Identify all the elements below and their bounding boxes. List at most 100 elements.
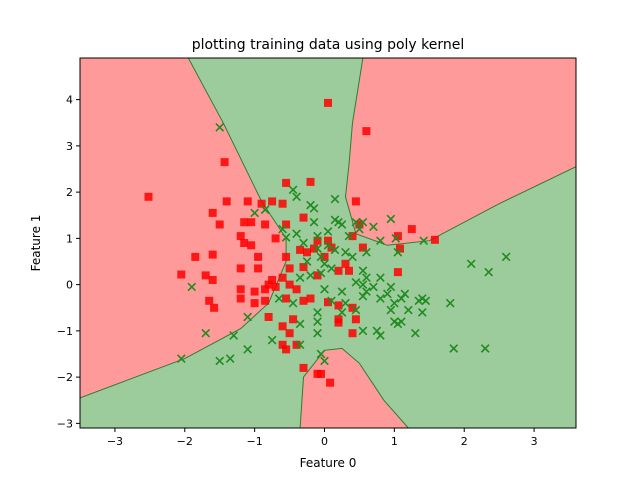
square-marker xyxy=(240,239,249,247)
square-marker xyxy=(430,235,439,244)
square-marker xyxy=(292,340,301,349)
square-marker xyxy=(320,252,329,261)
square-marker xyxy=(310,244,318,253)
square-marker xyxy=(261,296,270,305)
square-marker xyxy=(271,234,280,243)
square-marker xyxy=(208,250,217,259)
x-marker xyxy=(327,264,336,273)
x-axis-ticks: −3 −2 −1 0 1 2 3 xyxy=(107,428,538,448)
x-marker xyxy=(341,247,350,257)
x-tick-label: 0 xyxy=(321,435,328,448)
x-tick-label: 2 xyxy=(461,435,468,448)
square-marker xyxy=(317,369,325,378)
y-tick-label: 1 xyxy=(66,232,73,245)
square-marker xyxy=(299,296,308,305)
x-marker xyxy=(337,220,347,229)
x-marker xyxy=(466,259,476,269)
x-marker xyxy=(337,287,347,296)
x-marker xyxy=(320,284,329,294)
square-marker xyxy=(240,218,249,227)
x-marker xyxy=(309,217,319,227)
x-marker xyxy=(358,291,368,301)
x-marker xyxy=(278,224,287,234)
x-marker xyxy=(400,289,410,299)
square-marker xyxy=(289,315,298,324)
square-marker xyxy=(236,294,245,303)
plot-frame xyxy=(79,57,577,429)
x-marker xyxy=(449,344,459,353)
x-marker xyxy=(362,273,371,283)
x-tick-label: 1 xyxy=(391,435,398,448)
square-marker xyxy=(278,340,287,349)
x-marker xyxy=(313,328,322,338)
x-marker xyxy=(295,273,305,283)
x-marker xyxy=(351,305,361,315)
x-marker xyxy=(327,296,336,306)
square-marker xyxy=(264,313,273,321)
x-marker xyxy=(288,185,298,195)
x-tick-label: −3 xyxy=(107,435,123,448)
square-marker xyxy=(285,329,294,338)
x-marker xyxy=(386,282,396,292)
square-marker xyxy=(324,98,332,107)
x-marker xyxy=(309,203,319,213)
x-marker xyxy=(281,233,291,242)
square-marker xyxy=(282,252,291,261)
y-tick-label: 4 xyxy=(66,94,73,107)
y-tick-label: −2 xyxy=(57,371,73,384)
x-marker xyxy=(414,296,424,306)
square-marker xyxy=(210,303,219,312)
y-axis-ticks: −3 −2 −1 0 1 2 3 4 xyxy=(57,94,80,430)
square-marker xyxy=(271,282,280,291)
square-marker xyxy=(236,232,245,241)
x-marker xyxy=(299,238,308,248)
square-marker xyxy=(201,271,210,280)
x-marker xyxy=(341,298,350,308)
x-marker xyxy=(369,282,378,292)
square-marker xyxy=(334,301,343,310)
x-marker xyxy=(484,267,494,277)
x-marker xyxy=(320,259,329,269)
square-marker xyxy=(299,363,308,372)
square-marker xyxy=(261,285,270,294)
square-marker xyxy=(250,287,259,296)
x-marker xyxy=(323,240,333,250)
x-marker xyxy=(260,205,270,215)
x-marker xyxy=(250,208,260,218)
x-marker xyxy=(316,349,326,359)
y-tick-label: 3 xyxy=(66,140,73,153)
x-tick-label: −1 xyxy=(247,435,263,448)
x-marker xyxy=(362,247,371,257)
square-marker xyxy=(306,294,315,303)
x-marker xyxy=(391,234,401,243)
square-marker xyxy=(257,199,266,208)
x-marker xyxy=(376,331,385,340)
x-marker xyxy=(313,244,322,253)
x-marker xyxy=(344,231,354,241)
x-axis-label: Feature 0 xyxy=(300,456,357,470)
x-marker xyxy=(225,354,235,363)
square-marker xyxy=(348,303,357,312)
x-marker xyxy=(376,294,385,303)
square-marker xyxy=(208,276,217,284)
x-marker xyxy=(330,194,340,204)
square-marker xyxy=(222,197,231,206)
square-marker xyxy=(215,220,224,229)
x-marker xyxy=(421,296,431,306)
square-marker xyxy=(208,208,217,217)
square-marker xyxy=(285,264,294,273)
x-marker xyxy=(358,280,368,289)
x-marker xyxy=(316,252,326,262)
x-marker xyxy=(187,282,197,292)
x-marker xyxy=(215,356,225,366)
square-marker xyxy=(247,241,256,250)
x-marker xyxy=(243,312,253,322)
square-marker xyxy=(236,264,245,273)
square-marker xyxy=(278,273,287,282)
x-marker xyxy=(358,266,368,276)
x-marker xyxy=(390,298,399,308)
square-marker xyxy=(334,318,343,327)
y-tick-label: 2 xyxy=(66,186,73,199)
square-marker xyxy=(324,236,332,245)
